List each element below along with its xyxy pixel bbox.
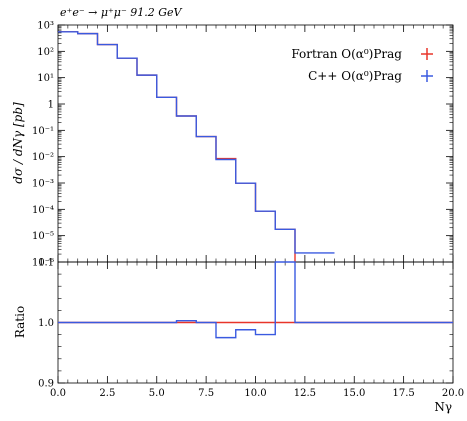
ratio-y-axis: 0.9 1.0 1.1 [38,258,453,390]
main-y-tick-label: 1 [48,100,54,111]
legend-label-cpp: C++ O(α⁰)Prag [308,69,402,83]
main-y-tick-label: 10³ [37,21,54,32]
main-series-cpp-line [58,31,335,254]
x-tick-label: 20.0 [442,388,464,399]
x-tick-label: 7.5 [198,388,214,399]
x-tick-label: 2.5 [99,388,115,399]
ratio-y-tick-label: 1.0 [38,318,54,329]
x-tick-label: 17.5 [392,388,414,399]
ratio-x-axis: 0.0 2.5 5.0 7.5 10.0 12.5 15.0 17.5 20.0 [50,262,464,399]
x-tick-label: 5.0 [149,388,165,399]
legend: Fortran O(α⁰)Prag C++ O(α⁰)Prag [291,47,433,83]
chart-title: e⁺e⁻ → μ⁺μ⁻ 91.2 GeV [60,6,183,19]
main-series-group [58,31,335,262]
x-tick-label: 10.0 [244,388,266,399]
x-tick-label: 12.5 [294,388,316,399]
main-y-axis-label: dσ / dNγ [pb] [11,102,25,184]
ratio-y-tick-label: 1.1 [38,258,54,269]
main-y-tick-label: 10⁻¹ [32,126,54,137]
ratio-y-axis-label: Ratio [13,306,27,338]
x-tick-label: 15.0 [343,388,365,399]
main-y-tick-label: 10⁻⁴ [32,205,54,216]
main-y-tick-label: 10² [37,47,54,58]
main-y-tick-label: 10⁻³ [32,179,54,190]
ratio-series-group [58,261,453,339]
main-series-fortran-line [58,31,296,262]
legend-label-fortran: Fortran O(α⁰)Prag [291,47,402,61]
x-axis-label: Nγ [434,400,452,414]
main-y-tick-label: 10¹ [37,73,54,84]
main-y-tick-label: 10⁻⁶ [32,258,54,269]
ratio-panel: 0.9 1.0 1.1 0.0 2.5 5.0 7.5 10.0 12.5 15.0 17.5 20… [13,258,464,415]
ratio-series-cpp-line [58,261,453,339]
legend-marker-cpp [421,70,433,82]
x-tick-label: 0.0 [50,388,66,399]
main-y-tick-label: 10⁻⁵ [32,231,54,242]
main-y-axis: 10⁻⁶ 10⁻⁵ 10⁻⁴ 10⁻³ 10⁻² 10⁻¹ 1 10¹ 10² 10³ [32,21,453,269]
legend-marker-fortran [421,48,433,60]
main-y-tick-label: 10⁻² [32,152,54,163]
ratio-y-tick-label: 0.9 [38,379,54,390]
main-panel: 10⁻⁶ 10⁻⁵ 10⁻⁴ 10⁻³ 10⁻² 10⁻¹ 1 10¹ 10² 10³ dσ / … [11,21,454,269]
